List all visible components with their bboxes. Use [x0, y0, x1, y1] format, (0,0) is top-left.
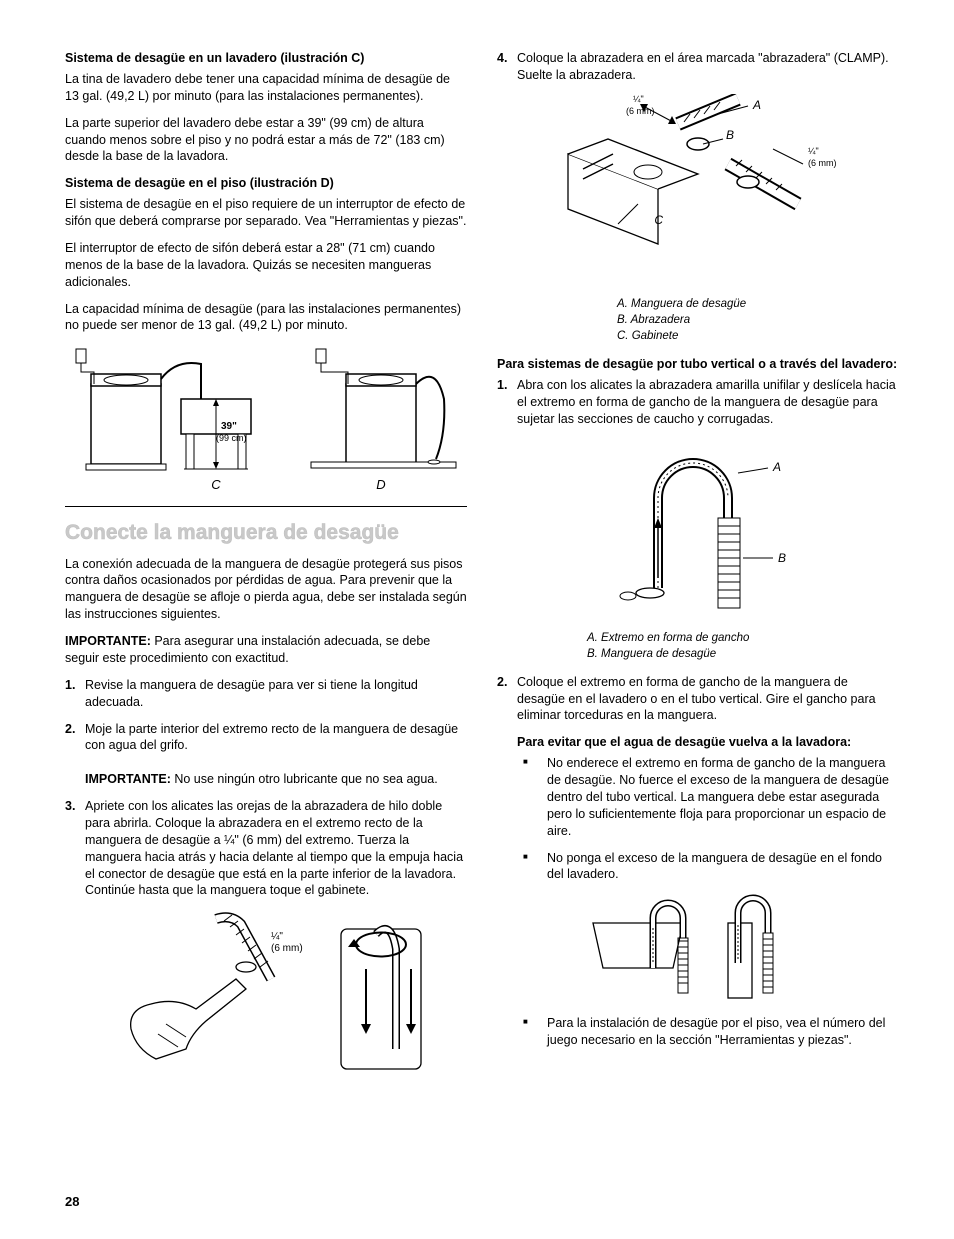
- caption-line: B. Abrazadera: [617, 314, 690, 326]
- para: El sistema de desagüe en el piso requier…: [65, 196, 467, 230]
- list-item: 2. Moje la parte interior del extremo re…: [65, 721, 467, 789]
- svg-text:C: C: [211, 477, 221, 492]
- list-item: 4. Coloque la abrazadera en el área marc…: [497, 50, 899, 84]
- svg-text:B: B: [726, 128, 734, 142]
- para: La capacidad mínima de desagüe (para las…: [65, 301, 467, 335]
- step-number: 1.: [65, 677, 85, 711]
- figure-pliers: ¼" (6 mm): [65, 909, 467, 1079]
- step-number: 2.: [65, 721, 85, 789]
- step-text: Abra con los alicates la abrazadera amar…: [517, 377, 899, 428]
- svg-text:(6 mm): (6 mm): [626, 106, 655, 116]
- step-text: Moje la parte interior del extremo recto…: [85, 721, 467, 789]
- divider: [65, 506, 467, 507]
- section-title-connect-hose: Conecte la manguera de desagüe: [65, 519, 467, 547]
- caption-line: A. Manguera de desagüe: [617, 298, 746, 310]
- step-number: 2.: [497, 674, 517, 725]
- step-number: 3.: [65, 798, 85, 899]
- important-label: IMPORTANTE:: [85, 772, 171, 786]
- caption-line: B. Manguera de desagüe: [587, 648, 716, 660]
- figure-sink-stand: [497, 893, 899, 1003]
- bullet-text: Para la instalación de desagüe por el pi…: [547, 1015, 899, 1049]
- steps-list-cont: 4. Coloque la abrazadera en el área marc…: [497, 50, 899, 84]
- svg-text:(6 mm): (6 mm): [808, 158, 837, 168]
- para: La conexión adecuada de la manguera de d…: [65, 556, 467, 624]
- figure-c-d: 39" (99 cm) C D: [65, 344, 467, 494]
- step-text: Coloque la abrazadera en el área marcada…: [517, 50, 899, 84]
- step-number: 1.: [497, 377, 517, 428]
- list-item: 2. Coloque el extremo en forma de gancho…: [497, 674, 899, 725]
- steps-list: 1. Revise la manguera de desagüe para ve…: [65, 677, 467, 900]
- heading-c: Sistema de desagüe en un lavadero (ilust…: [65, 50, 467, 67]
- svg-text:A: A: [772, 460, 781, 474]
- figure-clamp: ¼" (6 mm) ¼" (6 mm) A B C: [497, 94, 899, 284]
- bullet-text: No ponga el exceso de la manguera de des…: [547, 850, 899, 884]
- para: IMPORTANTE: Para asegurar una instalació…: [65, 633, 467, 667]
- para: La parte superior del lavadero debe esta…: [65, 115, 467, 166]
- step-note: No use ningún otro lubricante que no sea…: [171, 772, 438, 786]
- heading-d: Sistema de desagüe en el piso (ilustraci…: [65, 175, 467, 192]
- svg-text:¼": ¼": [808, 146, 819, 156]
- svg-text:39": 39": [221, 421, 237, 432]
- para: La tina de lavadero debe tener una capac…: [65, 71, 467, 105]
- heading-standpipe: Para sistemas de desagüe por tubo vertic…: [497, 356, 899, 373]
- pliers-hose-icon: ¼" (6 mm): [96, 909, 436, 1079]
- clamp-area-icon: ¼" (6 mm) ¼" (6 mm) A B C: [548, 94, 848, 284]
- svg-text:¼": ¼": [271, 930, 283, 942]
- page-number: 28: [65, 1193, 79, 1211]
- svg-text:¼": ¼": [633, 94, 644, 104]
- step-text: Coloque el extremo en forma de gancho de…: [517, 674, 899, 725]
- list-item: 1. Revise la manguera de desagüe para ve…: [65, 677, 467, 711]
- caption-line: C. Gabinete: [617, 330, 678, 342]
- washer-diagram-icon: 39" (99 cm) C D: [66, 344, 466, 494]
- bullet-text: No enderece el extremo en forma de ganch…: [547, 755, 899, 839]
- svg-text:D: D: [376, 477, 385, 492]
- step-number: 4.: [497, 50, 517, 84]
- svg-text:(99 cm): (99 cm): [216, 433, 247, 443]
- step-text: Apriete con los alicates las orejas de l…: [85, 798, 467, 899]
- svg-text:(6 mm): (6 mm): [271, 943, 303, 954]
- svg-text:C: C: [654, 213, 663, 227]
- sink-standpipe-icon: [588, 893, 808, 1003]
- list-item: 3. Apriete con los alicates las orejas d…: [65, 798, 467, 899]
- para: El interruptor de efecto de sifón deberá…: [65, 240, 467, 291]
- bullet-list: No enderece el extremo en forma de ganch…: [517, 755, 899, 883]
- svg-text:A: A: [752, 98, 761, 112]
- list-item: No enderece el extremo en forma de ganch…: [517, 755, 899, 839]
- two-column-layout: Sistema de desagüe en un lavadero (ilust…: [65, 50, 899, 1091]
- figure-hook-caption: A. Extremo en forma de gancho B. Manguer…: [497, 630, 899, 662]
- left-column: Sistema de desagüe en un lavadero (ilust…: [65, 50, 467, 1091]
- list-item: 1. Abra con los alicates la abrazadera a…: [497, 377, 899, 428]
- svg-text:B: B: [778, 551, 786, 565]
- hook-hose-icon: A B: [588, 438, 808, 618]
- important-label: IMPORTANTE:: [65, 634, 151, 648]
- bullet-list-2: Para la instalación de desagüe por el pi…: [517, 1015, 899, 1049]
- figure-clamp-caption: A. Manguera de desagüe B. Abrazadera C. …: [497, 296, 899, 344]
- steps-list-standpipe-2: 2. Coloque el extremo en forma de gancho…: [497, 674, 899, 725]
- right-column: 4. Coloque la abrazadera en el área marc…: [497, 50, 899, 1091]
- caption-line: A. Extremo en forma de gancho: [587, 632, 749, 644]
- steps-list-standpipe: 1. Abra con los alicates la abrazadera a…: [497, 377, 899, 428]
- figure-hook: A B: [497, 438, 899, 618]
- heading-prevent-backflow: Para evitar que el agua de desagüe vuelv…: [517, 734, 899, 751]
- step-text-inner: Moje la parte interior del extremo recto…: [85, 722, 458, 753]
- list-item: Para la instalación de desagüe por el pi…: [517, 1015, 899, 1049]
- list-item: No ponga el exceso de la manguera de des…: [517, 850, 899, 884]
- step-text: Revise la manguera de desagüe para ver s…: [85, 677, 467, 711]
